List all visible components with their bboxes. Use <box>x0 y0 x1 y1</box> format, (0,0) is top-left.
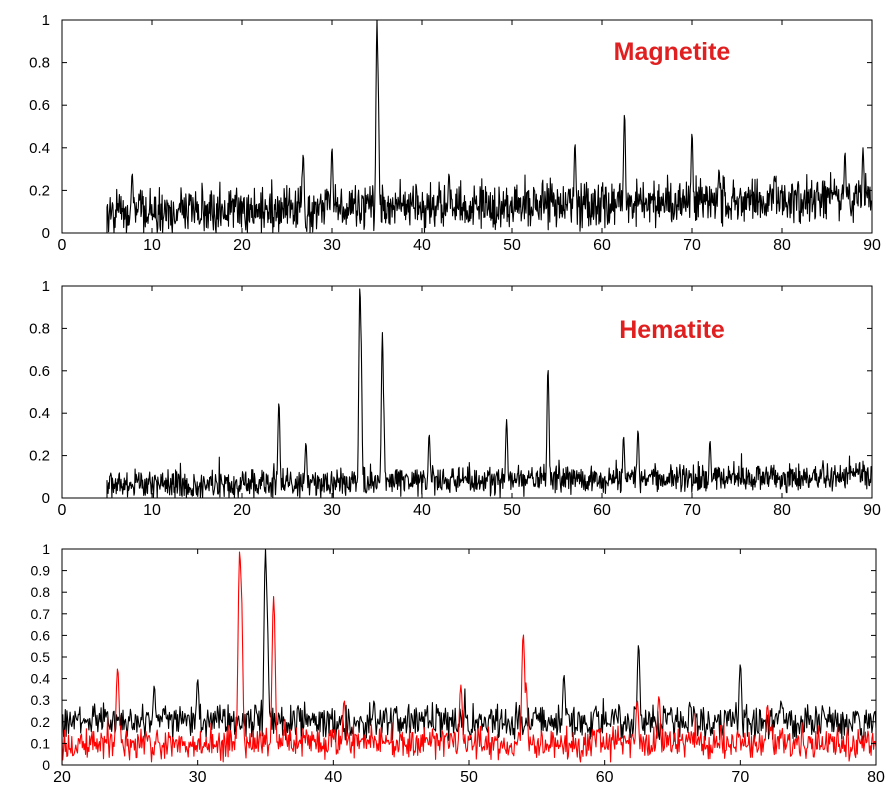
chart3-y-tick-label: 0.5 <box>31 649 51 665</box>
chart2-x-tick-label: 90 <box>863 502 881 519</box>
chart3-y-tick-label: 0.8 <box>31 584 51 600</box>
chart3-y-tick-label: 0.1 <box>31 735 51 751</box>
chart-panel-3: 20 30 40 50 60 70 80 0 0.1 0.2 0.3 0.4 0.5 0.6 0.7 0.8 0… <box>31 541 885 786</box>
chart1-x-tick-label: 70 <box>683 237 701 254</box>
chart1-frame <box>61 19 873 234</box>
chart2-x-tick-label: 40 <box>413 502 431 519</box>
chart1-annotation: Magnetite <box>614 38 731 66</box>
chart3-x-tick-label: 20 <box>53 769 71 784</box>
chart2-y-tick-label: 1 <box>42 278 50 295</box>
chart3-x-tick-label: 70 <box>731 769 749 784</box>
chart1-y-tick-label: 0.6 <box>29 97 50 114</box>
chart2-x-tick-label: 20 <box>233 502 251 519</box>
chart3-y-tick-label: 0.6 <box>31 627 51 643</box>
chart1-x-tick-label: 40 <box>413 237 431 254</box>
chart2-x-tick-label: 60 <box>593 502 611 519</box>
chart1-y-tick-label: 1 <box>42 12 50 29</box>
chart3-series-1-line <box>62 549 876 765</box>
chart1-y-tick-label: 0.8 <box>29 55 50 72</box>
chart1-x-tick-label: 10 <box>143 237 161 254</box>
chart1-y-tick-label: 0.4 <box>29 140 50 157</box>
chart3-x-tick-label: 60 <box>596 769 614 784</box>
chart3-x-tick-label: 30 <box>189 769 207 784</box>
chart2-series-1-line <box>106 288 872 498</box>
chart-panel-1: 0 10 20 30 40 50 60 70 80 90 0 0.2 0.4 0.6 0.8 1 Magneti… <box>29 12 881 254</box>
chart3-x-tick-label: 40 <box>324 769 342 784</box>
chart1-x-tick-label: 60 <box>593 237 611 254</box>
chart1-x-tick-label: 30 <box>323 237 341 254</box>
chart1-series-1-line <box>106 20 872 233</box>
chart2-x-tick-label: 70 <box>683 502 701 519</box>
chart3-y-tick-label: 0 <box>42 757 50 773</box>
chart-panel-2: 0 10 20 30 40 50 60 70 80 90 0 0.2 0.4 0.6 0.8 1 Hematit… <box>29 278 881 519</box>
chart2-x-tick-label: 50 <box>503 502 521 519</box>
chart1-x-tick-label: 20 <box>233 237 251 254</box>
chart3-x-tick-label: 50 <box>460 769 478 784</box>
chart1-y-tick-label: 0 <box>42 225 50 242</box>
chart2-y-tick-label: 0.4 <box>29 405 50 422</box>
chart1-x-tick-label: 90 <box>863 237 881 254</box>
chart2-y-tick-label: 0.2 <box>29 448 50 465</box>
chart3-x-tick-label: 80 <box>867 769 885 784</box>
chart3-series-2-line <box>62 551 876 765</box>
chart3-y-tick-label: 0.3 <box>31 692 51 708</box>
chart2-x-tick-label: 30 <box>323 502 341 519</box>
chart2-x-tick-label: 80 <box>773 502 791 519</box>
chart2-frame <box>61 285 873 499</box>
chart2-x-tick-label: 0 <box>58 502 67 519</box>
chart2-y-tick-label: 0 <box>42 490 50 507</box>
chart2-y-tick-label: 0.8 <box>29 320 50 337</box>
chart3-y-tick-label: 0.7 <box>31 606 51 622</box>
chart1-x-tick-label: 50 <box>503 237 521 254</box>
chart2-annotation: Hematite <box>619 316 725 344</box>
chart2-y-tick-label: 0.6 <box>29 363 50 380</box>
chart3-y-tick-label: 1 <box>42 541 50 557</box>
chart3-y-tick-label: 0.9 <box>31 563 51 579</box>
chart3-y-tick-label: 0.2 <box>31 714 51 730</box>
chart1-x-tick-label: 80 <box>773 237 791 254</box>
chart1-y-tick-label: 0.2 <box>29 182 50 199</box>
chart3-y-tick-label: 0.4 <box>31 671 51 687</box>
chart1-x-tick-label: 0 <box>58 237 67 254</box>
chart2-x-tick-label: 10 <box>143 502 161 519</box>
